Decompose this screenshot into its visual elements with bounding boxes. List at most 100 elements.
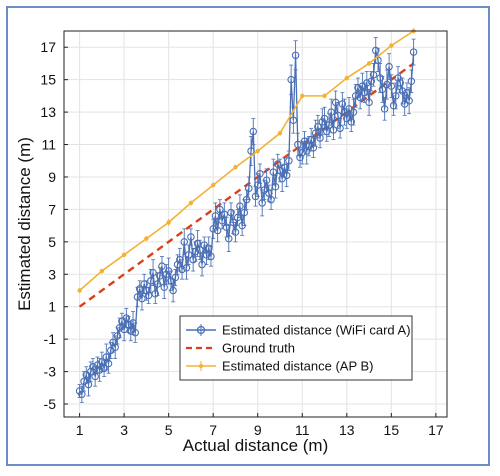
wifi-point [407,77,416,86]
ap-point [344,75,349,81]
series-ap-b [77,28,416,293]
wifi-point [240,208,249,217]
wifi-point [140,280,148,288]
wifi-point [133,293,142,301]
wifi-point [363,79,371,87]
wifi-point [398,87,407,95]
y-tick-label: 3 [48,266,56,282]
wifi-point [153,280,162,288]
wifi-point [236,202,244,210]
y-tick-label: -1 [44,331,57,347]
wifi-point [307,135,315,144]
wifi-point [147,277,155,285]
wifi-point [323,127,331,136]
wifi-point [216,205,224,214]
x-tick-label: 1 [76,422,84,438]
wifi-point [189,255,197,264]
wifi-point [127,327,135,335]
wifi-point [227,208,235,217]
wifi-point [135,285,144,293]
wifi-point [204,244,213,253]
ap-point [233,165,238,170]
wifi-point [113,332,122,340]
x-tick-label: 7 [209,422,217,438]
wifi-point [164,267,173,275]
legend-ap-label: Estimated distance (AP B) [222,359,374,374]
wifi-point [242,195,251,204]
wifi-point [354,84,362,92]
ap-point [300,93,305,99]
wifi-point [169,286,177,295]
wifi-point [325,121,333,129]
wifi-point [282,171,291,180]
y-tick-label: 15 [40,72,56,88]
y-tick-label: 1 [48,299,56,315]
wifi-point [86,367,95,376]
wifi-point [371,46,380,55]
wifi-point [229,218,237,227]
wifi-point [98,358,106,366]
wifi-point [95,366,104,374]
wifi-point [253,181,262,189]
wifi-point [178,265,186,274]
wifi-point [403,88,411,97]
wifi-point [211,212,220,220]
wifi-point [115,324,124,332]
wifi-point [78,390,86,399]
wifi-point [213,226,222,235]
y-axis-title: Estimated distance (m) [15,137,34,311]
wifi-point [222,223,231,231]
wifi-point [269,168,278,176]
wifi-point [311,129,320,137]
wifi-point [138,294,146,303]
wifi-point [142,286,151,295]
wifi-point [158,262,166,270]
legend: Estimated distance (WiFi card A) Ground … [179,315,413,381]
wifi-point [305,142,313,150]
ap-point [188,200,194,206]
ap-point [277,130,283,136]
wifi-point [220,210,229,219]
wifi-point [251,192,260,201]
wifi-point [294,140,302,149]
wifi-point [309,144,318,152]
x-tick-label: 17 [428,422,444,438]
wifi-point [102,353,111,361]
wifi-point [196,246,204,254]
wifi-point [184,251,193,259]
wifi-point [122,314,131,322]
x-tick-label: 13 [339,422,355,438]
wifi-point [171,273,180,282]
wifi-point [320,114,329,123]
wifi-point [129,319,137,327]
wifi-point [271,182,280,191]
ap-point [210,182,216,188]
wifi-point [360,88,369,97]
wifi-point [383,80,391,89]
wifi-point [405,96,413,105]
series-ground-truth [78,62,415,308]
ap-point [77,288,82,293]
wifi-point [289,116,298,124]
wifi-point [120,325,128,334]
legend-wifi-label: Estimated distance (WiFi card A) [222,323,411,338]
wifi-point [131,328,140,337]
legend-box [179,315,413,381]
wifi-point [160,283,168,292]
ap-line [79,30,415,292]
plot-frame [63,30,448,418]
wifi-point [389,101,398,110]
ap-point [255,148,260,154]
wifi-point [89,362,97,371]
wifi-point [191,247,200,256]
wifi-point [207,252,215,261]
y-tick-label: 13 [40,104,56,120]
wifi-point [356,93,364,102]
wifi-point [296,153,304,162]
wifi-point [338,100,347,108]
wifi-line [79,50,415,396]
x-axis-title: Actual distance (m) [183,436,329,455]
wifi-point [331,98,340,107]
wifi-point [100,364,108,373]
